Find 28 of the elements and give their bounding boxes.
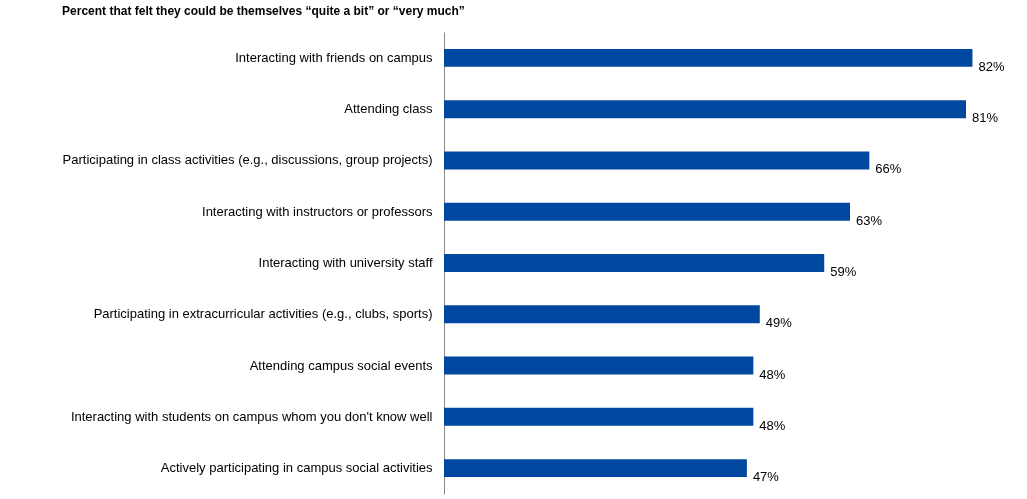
data-label: 48% xyxy=(759,417,786,433)
bar xyxy=(444,254,825,272)
text: Percent that felt they could be themselves “quite a bit” or “very much” xyxy=(62,4,465,18)
data-label: 82% xyxy=(978,58,1005,74)
bar xyxy=(444,48,973,67)
bar xyxy=(444,100,966,119)
data-label: 63% xyxy=(856,212,883,228)
data-label: 49% xyxy=(765,315,793,331)
y-tick-label: Actively participating in campus social activities xyxy=(160,460,433,476)
y-tick-label: Participating in extracurricular activities (e.g., clubs, sports) xyxy=(93,306,433,322)
y-tick-label: Interacting with instructors or professors xyxy=(202,203,433,219)
y-tick-label: Interacting with students on campus whom you don't know well xyxy=(70,408,433,424)
data-label: 47% xyxy=(752,469,780,485)
data-label: 81% xyxy=(972,110,999,126)
y-tick-label: Interacting with university staff xyxy=(258,255,433,270)
data-label: 66% xyxy=(875,161,902,177)
y-tick-label: Attending class xyxy=(344,101,433,117)
bar xyxy=(444,459,747,478)
data-label: 59% xyxy=(830,264,857,279)
bar xyxy=(444,407,754,426)
bar xyxy=(444,305,760,324)
bar xyxy=(444,356,754,375)
bar xyxy=(444,151,870,170)
bar xyxy=(444,202,850,221)
y-tick-label: Interacting with friends on campus xyxy=(235,49,433,65)
y-tick-label: Attending campus social events xyxy=(249,357,433,373)
y-tick-label: Participating in class activities (e.g., discussions, group projects) xyxy=(62,152,433,168)
data-label: 48% xyxy=(759,366,786,382)
